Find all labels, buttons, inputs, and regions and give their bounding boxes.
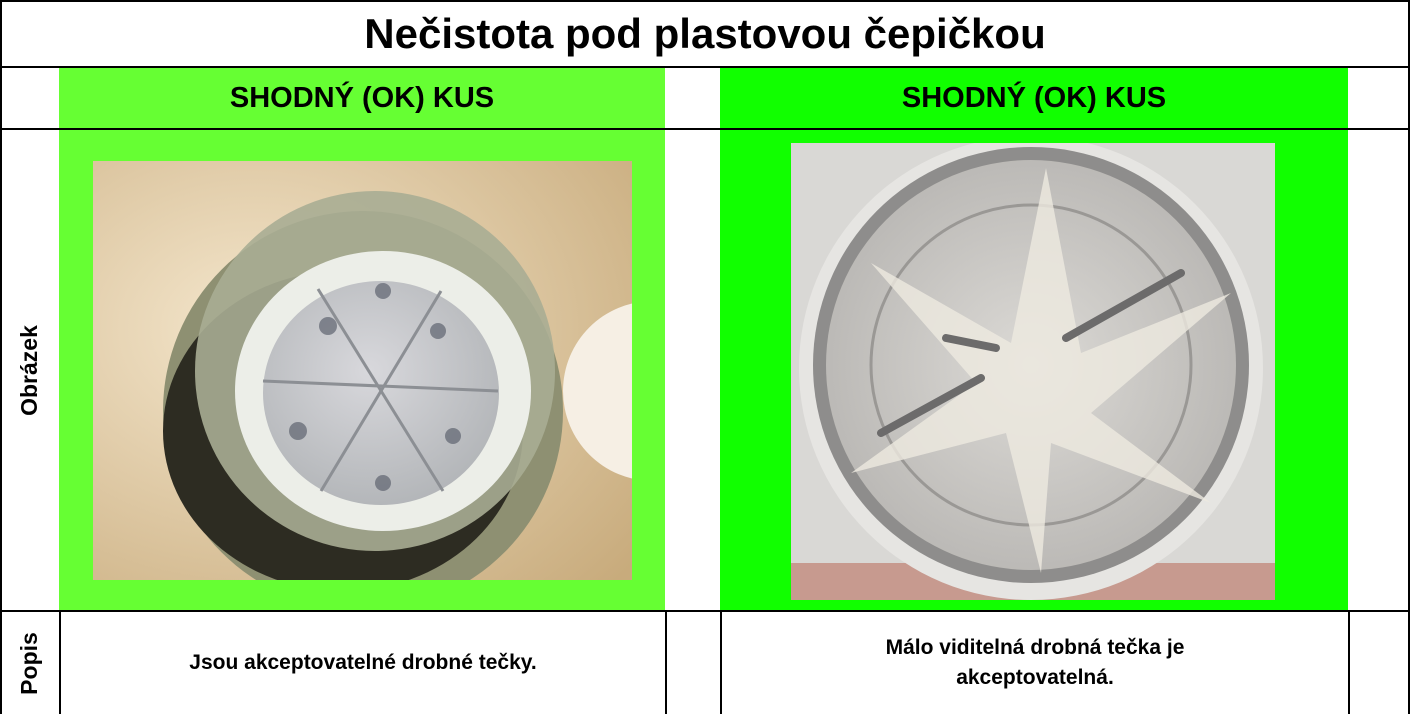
row-label: Obrázek [0,130,59,610]
border [1408,0,1410,714]
description-text: Málo viditelná drobná tečka je akceptova… [885,636,1185,689]
border [0,128,1410,130]
title: Nečistota pod plastovou čepičkou [364,10,1046,57]
column-header: SHODNÝ (OK) KUS [229,81,495,114]
description: Málo viditelná drobná tečka je akceptova… [722,612,1348,714]
row-label-text: Obrázek [16,324,43,416]
description: Jsou akceptovatelné drobné tečky. [189,651,537,674]
border [665,610,667,714]
border [1348,610,1350,714]
border [59,610,61,714]
row-label: Popis [0,612,59,714]
border [0,0,2,714]
border [0,66,1410,68]
column-header: SHODNÝ (OK) KUS [901,81,1167,114]
border [0,0,1410,2]
photo-right [791,143,1275,600]
border [0,610,1410,612]
row-label-text: Popis [16,631,42,695]
border [720,610,722,714]
photo-left [93,161,632,580]
